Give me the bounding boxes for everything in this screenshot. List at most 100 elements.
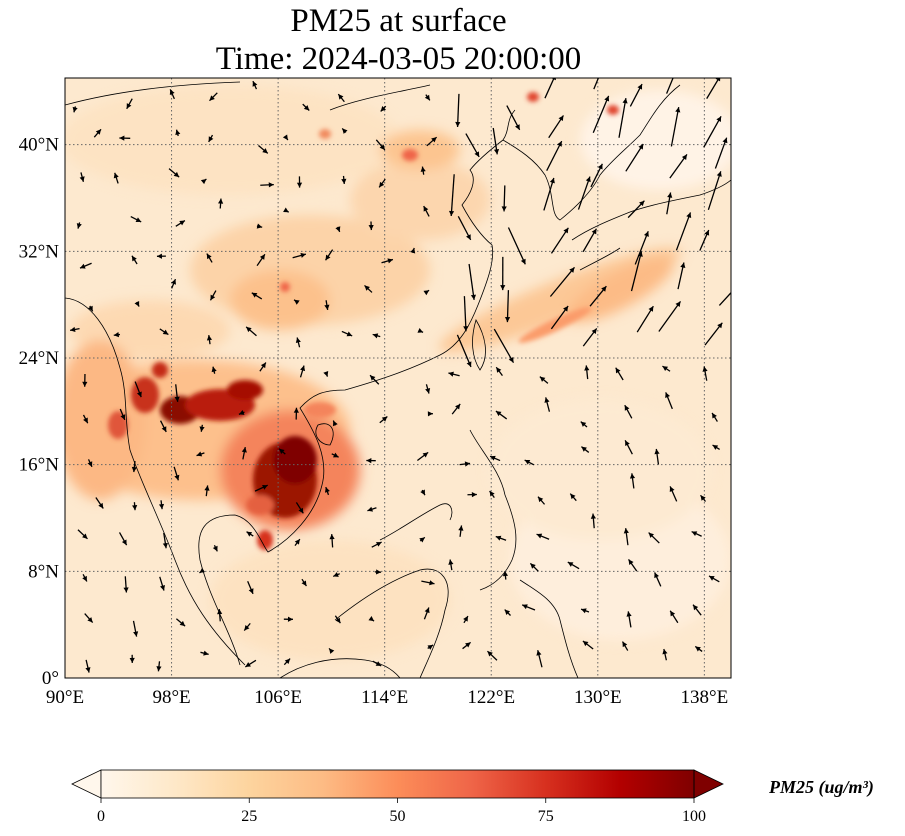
wind-arrow-head [174,396,180,402]
wind-arrow-head [716,171,722,177]
wind-arrow-shaft [546,140,563,172]
wind-arrow [425,384,431,394]
wind-arrow [495,535,507,541]
pm25-field [65,78,731,678]
wind-arrow [371,541,382,548]
wind-arrow-head [628,559,634,565]
map-title: PM25 at surface Time: 2024-03-05 20:00:0… [0,2,797,78]
wind-arrow-head [625,440,630,446]
wind-arrow-head [333,452,339,458]
wind-arrow [204,485,210,497]
wind-arrow [295,502,304,514]
wind-arrow [417,327,424,333]
wind-arrow-head [287,616,293,622]
colorbar-tick-label: 50 [390,808,406,825]
wind-arrow [372,660,382,667]
wind-arrow-head [121,539,127,546]
wind-arrow [504,609,511,616]
wind-arrow [529,562,539,572]
wind-arrow-head [375,542,382,547]
wind-arrow [174,384,180,402]
wind-arrow [630,251,643,292]
wind-arrow-head [524,460,531,465]
wind-arrow-head [211,366,217,373]
wind-arrow-head [570,493,576,500]
wind-arrow-head [156,666,162,672]
wind-arrow-shaft [618,98,627,138]
wind-arrow [251,292,263,300]
wind-arrow [329,534,335,548]
wind-arrow-head [702,366,708,372]
wind-arrow [374,569,382,575]
wind-arrow-shaft [468,263,475,300]
wind-arrow [584,365,590,380]
wind-arrow [369,374,380,385]
wind-arrow-head [680,262,686,268]
wind-arrow-head [495,411,502,417]
wind-arrow [79,172,85,182]
wind-arrow-head [423,206,429,212]
wind-arrow-head [501,206,507,212]
wind-arrow [580,446,590,453]
lat-tick-labels: 0° 8°N 16°N 24°N 32°N 40°N [19,135,60,689]
wind-arrow [69,326,80,333]
wind-arrow-shaft [593,78,600,90]
wind-arrow-head [268,182,274,188]
wind-arrow-head [496,367,502,373]
wind-arrow [296,176,303,188]
wind-arrow [293,299,300,305]
wind-arrow-head [113,172,119,179]
wind-arrow-shaft [549,266,575,297]
wind-arrow [420,489,426,496]
wind-arrow-head [171,279,176,285]
wind-arrow-shaft [507,227,526,265]
wind-arrow-head [669,486,675,492]
wind-arrow-head [341,178,347,184]
wind-arrow-head [709,575,715,581]
wind-arrow-head [502,571,509,577]
wind-arrow [463,296,469,332]
wind-arrow [123,576,129,593]
wind-arrow-head [417,327,424,333]
wind-arrow [589,285,607,307]
wind-arrow [82,574,88,582]
wind-arrow-head [563,227,569,234]
wind-arrow-head [80,263,86,269]
wind-arrow-head [335,226,341,232]
wind-vectors [69,65,731,673]
wind-arrow [662,648,668,661]
wind-arrow-head [85,667,91,673]
wind-arrow [590,513,596,529]
wind-arrow [119,135,131,141]
wind-arrow-head [670,610,676,617]
wind-arrow-head [248,588,254,594]
wind-arrow-head [82,381,88,387]
wind-arrow-head [536,533,543,539]
wind-arrow [259,362,267,372]
title-line-1: PM25 at surface [290,3,507,39]
wind-arrow-shaft [456,334,472,368]
wind-arrow-shaft [493,328,515,363]
wind-arrow [175,618,186,627]
wind-arrow [131,460,137,473]
wind-arrow [366,457,376,464]
wind-arrow [624,404,633,419]
wind-arrow-head [448,559,454,565]
wind-arrow-head [674,65,679,71]
wind-arrow [546,140,563,172]
wind-arrow-head [379,181,385,188]
wind-arrow-head [262,484,268,490]
wind-arrow-head [704,230,710,236]
wind-arrow-head [284,658,291,665]
wind-arrow [335,226,341,233]
wind-arrow-head [508,357,514,363]
wind-arrow-head [179,220,185,226]
wind-arrow [118,532,128,546]
wind-arrow-head [217,609,223,615]
wind-arrow-head [493,149,500,155]
wind-arrow-shaft [463,296,467,332]
wind-arrow [624,440,633,455]
wind-arrow-shaft [577,176,591,210]
wind-arrow-head [325,254,331,261]
wind-arrow [134,300,140,307]
